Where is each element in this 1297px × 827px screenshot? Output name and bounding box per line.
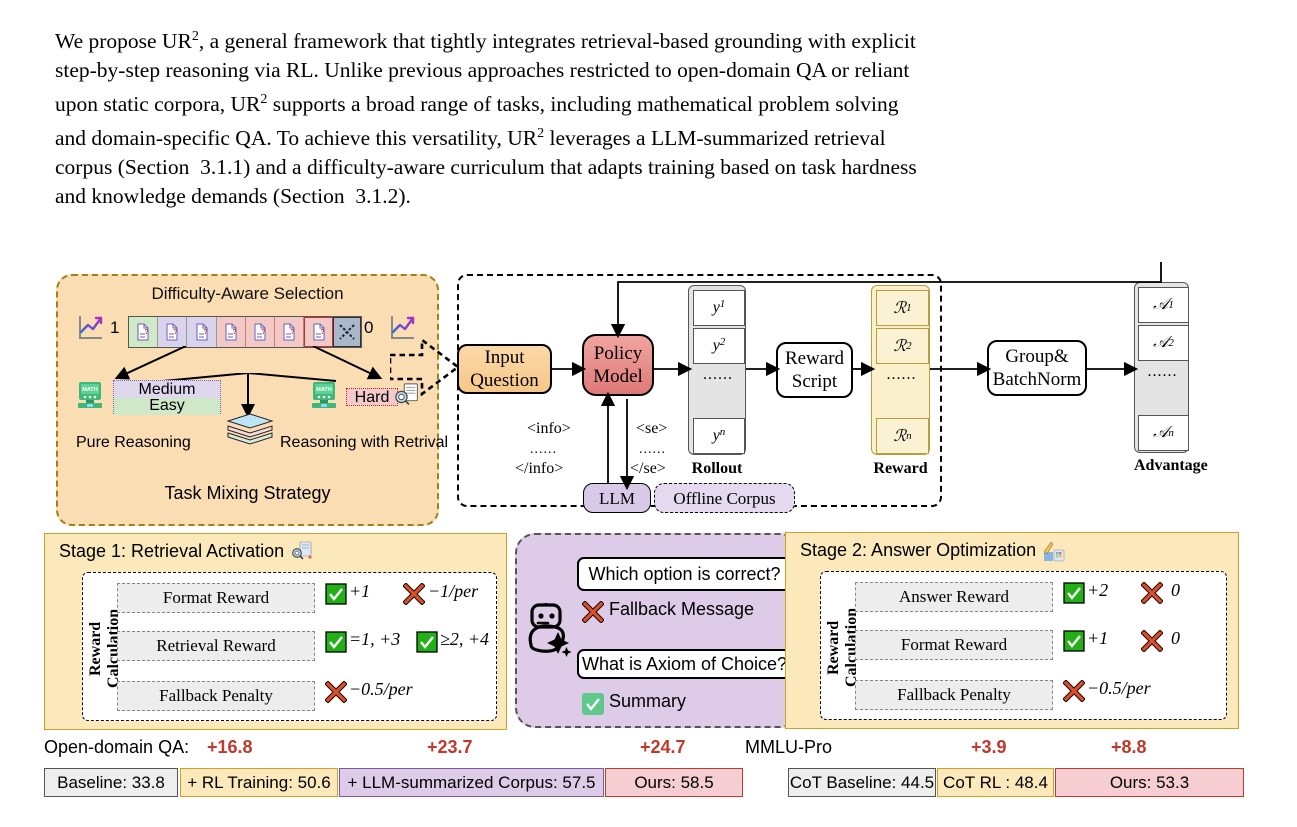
svg-text:?: ? (320, 329, 324, 336)
svg-text:MATH: MATH (316, 387, 332, 393)
svg-text:?: ? (232, 329, 236, 336)
svg-text:?: ? (203, 329, 207, 336)
svg-text:?: ? (261, 329, 265, 336)
svg-text:?: ? (174, 329, 178, 336)
svg-text:?: ? (291, 329, 295, 336)
svg-text:?: ? (144, 329, 148, 336)
svg-text:MATH: MATH (82, 387, 98, 393)
